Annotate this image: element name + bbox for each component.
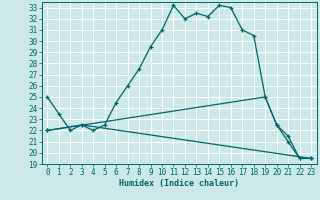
X-axis label: Humidex (Indice chaleur): Humidex (Indice chaleur) [119, 179, 239, 188]
